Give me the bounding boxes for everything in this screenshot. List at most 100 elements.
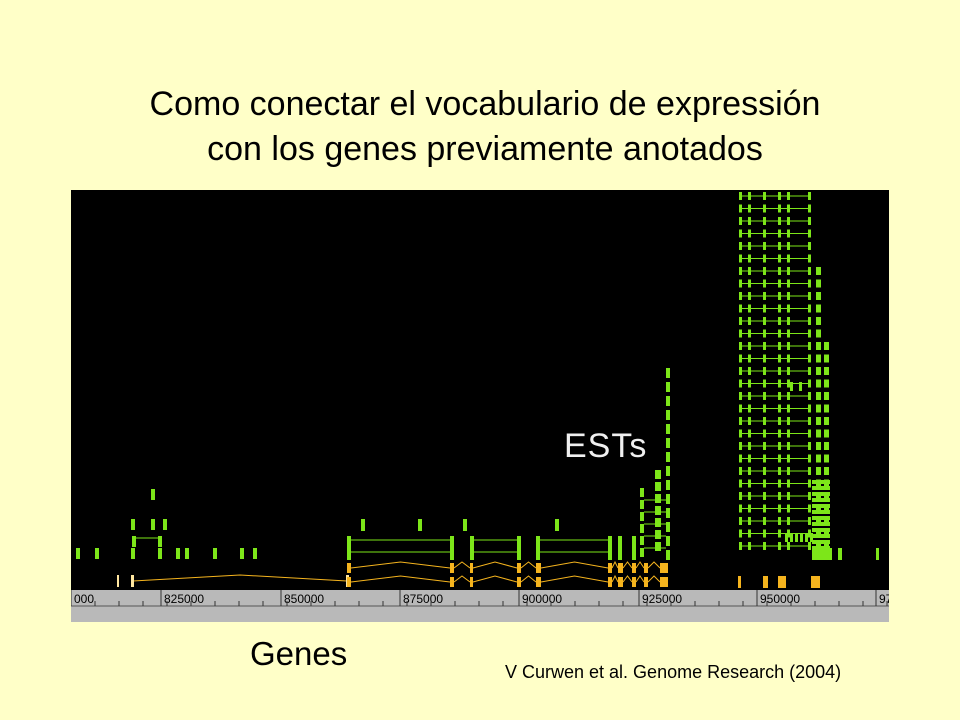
est-block bbox=[799, 382, 802, 391]
est-block bbox=[808, 204, 811, 213]
est-block bbox=[790, 382, 793, 391]
est-block bbox=[816, 529, 821, 538]
est-block bbox=[800, 533, 803, 542]
est-block bbox=[812, 480, 830, 484]
gene-intron bbox=[647, 561, 661, 569]
est-block bbox=[470, 548, 474, 560]
est-block bbox=[739, 342, 742, 350]
est-block bbox=[640, 500, 644, 509]
gene-intron bbox=[635, 561, 645, 569]
est-block bbox=[808, 379, 811, 388]
est-block bbox=[816, 379, 821, 388]
est-block bbox=[824, 517, 829, 525]
est-block bbox=[450, 548, 454, 560]
gene-exon bbox=[644, 563, 648, 573]
gene-exon bbox=[618, 563, 623, 573]
gene-intron bbox=[540, 575, 609, 583]
est-block bbox=[816, 454, 821, 463]
est-block bbox=[463, 519, 467, 531]
gene-exon bbox=[618, 577, 623, 587]
est-block bbox=[808, 279, 811, 288]
gene-exon bbox=[811, 576, 820, 588]
est-block bbox=[618, 548, 622, 560]
gene-exon bbox=[450, 577, 454, 587]
gene-intron bbox=[622, 575, 633, 583]
est-block bbox=[812, 548, 832, 560]
est-block bbox=[824, 442, 829, 450]
est-block bbox=[816, 429, 821, 438]
gene-exon bbox=[470, 563, 473, 573]
est-block bbox=[655, 506, 661, 515]
est-block bbox=[824, 342, 829, 350]
est-block bbox=[812, 528, 830, 532]
est-block bbox=[632, 536, 636, 548]
est-block bbox=[812, 534, 830, 538]
est-block bbox=[131, 519, 135, 530]
est-block bbox=[176, 548, 180, 559]
est-block bbox=[739, 379, 742, 388]
est-block bbox=[808, 354, 811, 363]
est-block bbox=[739, 454, 742, 463]
est-block bbox=[816, 292, 821, 300]
gene-intron bbox=[540, 561, 609, 569]
est-block bbox=[240, 548, 244, 559]
est-block bbox=[824, 367, 829, 375]
est-block bbox=[185, 548, 189, 559]
est-block bbox=[824, 392, 829, 400]
est-block bbox=[808, 542, 811, 550]
est-block bbox=[808, 492, 811, 500]
gene-exon bbox=[608, 563, 612, 573]
axis-tick-label: 900000 bbox=[522, 592, 562, 606]
est-block bbox=[816, 317, 821, 325]
est-block bbox=[158, 548, 162, 559]
axis-tick-label: 850000 bbox=[284, 592, 324, 606]
est-block bbox=[808, 467, 811, 475]
gene-intron bbox=[453, 561, 471, 569]
est-block bbox=[666, 480, 670, 490]
est-block bbox=[824, 404, 829, 413]
gene-intron bbox=[611, 560, 619, 569]
axis-tick-label: 925000 bbox=[642, 592, 682, 606]
est-block bbox=[608, 536, 612, 548]
est-block bbox=[76, 548, 80, 559]
est-block bbox=[824, 354, 829, 363]
ests-label: ESTs bbox=[560, 426, 652, 466]
est-block bbox=[808, 417, 811, 425]
est-block bbox=[739, 417, 742, 425]
est-block bbox=[666, 396, 670, 406]
est-block bbox=[812, 516, 830, 520]
est-block bbox=[739, 492, 742, 500]
est-block bbox=[816, 442, 821, 450]
est-block bbox=[739, 529, 742, 538]
est-block bbox=[536, 548, 540, 560]
gene-exon bbox=[632, 577, 636, 587]
est-block bbox=[816, 367, 821, 375]
est-block bbox=[824, 454, 829, 463]
est-block bbox=[95, 548, 99, 559]
gene-intron bbox=[647, 575, 661, 583]
gene-exon bbox=[738, 576, 741, 588]
est-block bbox=[808, 367, 811, 375]
gene-exon bbox=[778, 576, 786, 588]
est-block bbox=[808, 329, 811, 338]
est-block bbox=[158, 536, 162, 547]
est-block bbox=[808, 454, 811, 463]
gene-exon bbox=[763, 576, 768, 588]
gene-exon bbox=[632, 563, 636, 573]
est-block bbox=[812, 486, 830, 490]
est-block bbox=[666, 522, 670, 532]
est-block bbox=[253, 548, 257, 559]
est-block bbox=[824, 429, 829, 438]
est-block bbox=[812, 522, 830, 526]
est-block bbox=[785, 533, 788, 542]
gene-exon bbox=[450, 563, 454, 573]
gene-exon bbox=[660, 577, 668, 587]
est-block bbox=[608, 548, 612, 560]
est-block bbox=[640, 548, 644, 557]
est-block bbox=[361, 519, 365, 531]
est-block bbox=[816, 279, 821, 288]
gene-intron bbox=[622, 561, 633, 569]
est-block bbox=[816, 404, 821, 413]
est-block bbox=[816, 392, 821, 400]
est-block bbox=[666, 550, 670, 560]
